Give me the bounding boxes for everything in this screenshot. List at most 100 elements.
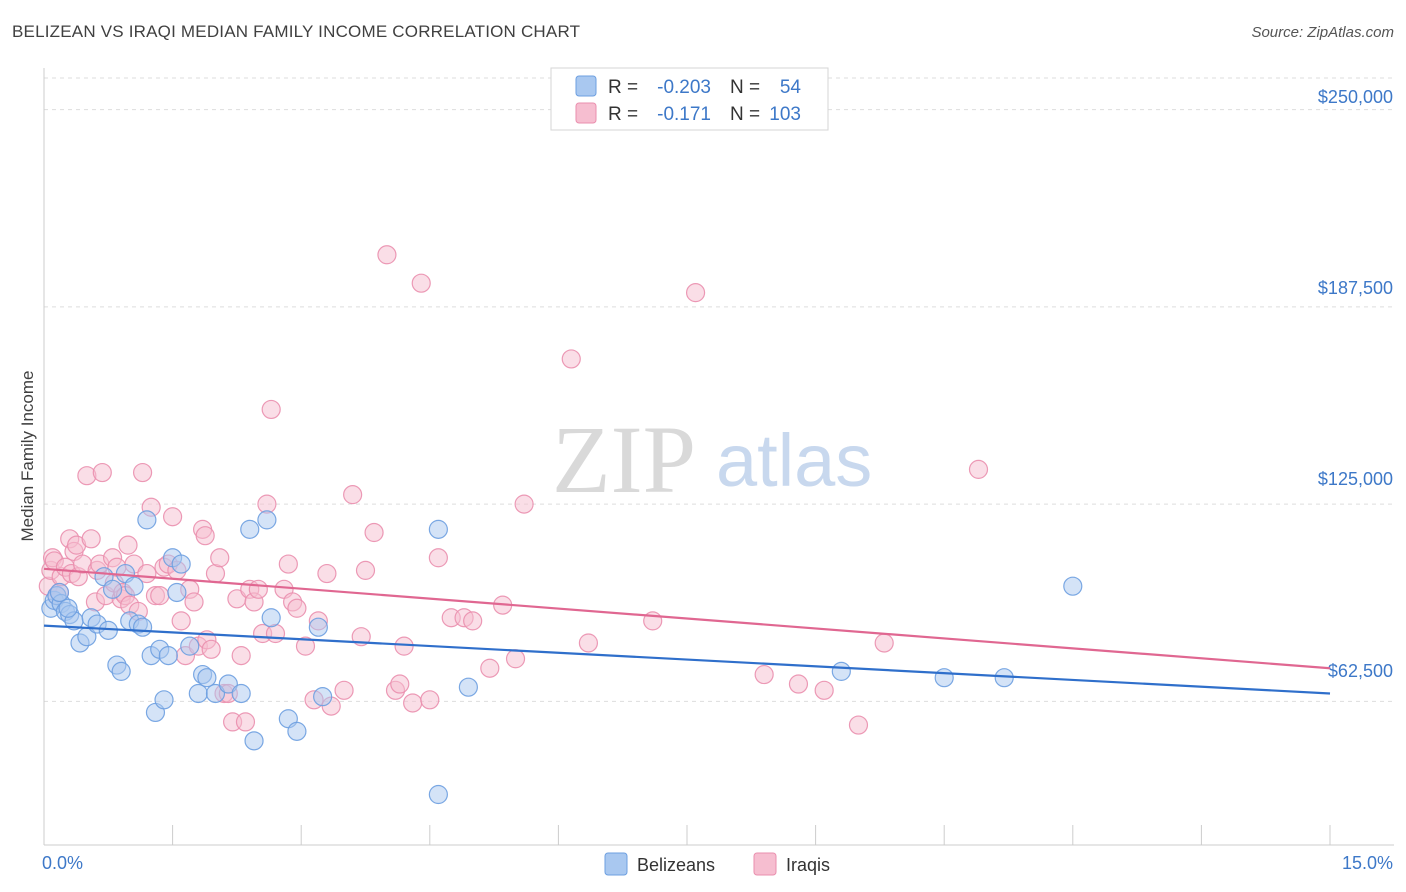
iraqis-trend-line bbox=[43, 567, 1331, 670]
iraqis-point bbox=[334, 680, 354, 700]
iraqis-point bbox=[428, 548, 448, 568]
iraqis-point bbox=[848, 715, 869, 735]
watermark-atlas: atlas bbox=[716, 419, 872, 502]
iraqis-point bbox=[205, 563, 226, 584]
iraqis-point bbox=[355, 560, 376, 580]
watermark: ZIP atlas bbox=[552, 406, 872, 513]
iraqis-point bbox=[788, 674, 809, 694]
belizeans-point bbox=[261, 608, 281, 628]
iraqis-point bbox=[390, 674, 410, 694]
belizeans-point bbox=[124, 576, 144, 596]
belizeans-point bbox=[49, 582, 70, 603]
bottom-legend-label-belizeans: Belizeans bbox=[637, 855, 715, 875]
iraqis-point bbox=[184, 592, 204, 612]
legend-box bbox=[550, 67, 829, 131]
iraqis-point bbox=[231, 646, 251, 666]
iraqis-point bbox=[403, 693, 423, 713]
y-axis-label: Median Family Income bbox=[18, 370, 37, 541]
iraqis-point bbox=[377, 245, 397, 265]
iraqis-point bbox=[261, 399, 281, 420]
belizeans-point bbox=[240, 519, 260, 539]
belizeans-point bbox=[180, 636, 200, 656]
belizeans-point bbox=[308, 617, 328, 637]
iraqis-point bbox=[81, 529, 101, 549]
belizeans-point bbox=[244, 731, 264, 751]
iraqis-point bbox=[463, 611, 483, 631]
iraqis-point bbox=[295, 636, 316, 656]
legend-swatch-iraqis bbox=[575, 102, 597, 124]
iraqis-point bbox=[394, 636, 414, 656]
belizeans-point bbox=[197, 668, 217, 688]
belizeans-point bbox=[287, 721, 307, 741]
iraqis-point bbox=[514, 494, 534, 514]
belizeans-point bbox=[218, 674, 238, 694]
iraqis-point bbox=[561, 349, 581, 369]
belizeans-point bbox=[188, 683, 208, 704]
bottom-legend-swatch-belizeans bbox=[604, 852, 628, 876]
legend-r-label-iraqis: R = bbox=[608, 104, 638, 125]
iraqis-point bbox=[195, 526, 215, 546]
legend-n-label-belizeans: N = bbox=[730, 77, 760, 98]
iraqis-point bbox=[201, 639, 221, 659]
belizeans-point bbox=[831, 661, 851, 681]
iraqis-point bbox=[317, 563, 337, 584]
x-tick-label-max: 15.0% bbox=[1342, 853, 1393, 873]
legend-r-value-iraqis: -0.171 bbox=[657, 104, 711, 125]
belizeans-trend-line bbox=[43, 624, 1331, 695]
belizeans-point bbox=[934, 668, 954, 688]
belizeans-point bbox=[154, 690, 174, 710]
iraqis-point bbox=[248, 579, 268, 599]
series-legend: Belizeans Iraqis bbox=[604, 852, 830, 876]
y-tick-label-187500: $187,500 bbox=[1318, 278, 1393, 298]
legend-n-value-belizeans: 54 bbox=[780, 77, 802, 98]
iraqis-point bbox=[754, 664, 774, 685]
belizeans-point bbox=[1063, 576, 1083, 596]
legend-r-label-belizeans: R = bbox=[608, 77, 638, 98]
iraqis-point bbox=[265, 623, 286, 644]
iraqis-point bbox=[287, 598, 307, 618]
iraqis-point bbox=[411, 273, 431, 293]
belizeans-point bbox=[158, 646, 178, 666]
legend-n-label-iraqis: N = bbox=[730, 104, 760, 125]
iraqis-point bbox=[578, 633, 599, 653]
chart-title: BELIZEAN VS IRAQI MEDIAN FAMILY INCOME C… bbox=[12, 22, 581, 41]
x-tick-label-min: 0.0% bbox=[42, 853, 83, 873]
belizeans-point bbox=[458, 677, 478, 697]
iraqis-point bbox=[150, 586, 170, 606]
y-tick-labels: $250,000 $187,500 $125,000 $62,500 bbox=[1318, 87, 1393, 681]
belizeans-point bbox=[167, 582, 187, 603]
iraqis-point bbox=[163, 507, 183, 527]
belizeans-point bbox=[428, 784, 448, 805]
belizeans-point bbox=[111, 661, 131, 681]
belizeans-point bbox=[137, 510, 157, 530]
iraqis-point bbox=[874, 633, 894, 653]
iraqis-point bbox=[505, 649, 526, 669]
belizeans-points bbox=[41, 510, 1083, 805]
y-tick-label-125000: $125,000 bbox=[1318, 469, 1393, 489]
iraqis-point bbox=[210, 548, 230, 568]
legend-swatch-belizeans bbox=[575, 75, 597, 97]
iraqis-point bbox=[235, 712, 256, 732]
belizeans-point bbox=[231, 683, 251, 704]
chart-source: Source: ZipAtlas.com bbox=[1251, 24, 1394, 41]
legend-n-value-iraqis: 103 bbox=[769, 104, 801, 125]
belizeans-point bbox=[102, 579, 123, 599]
bottom-legend-label-iraqis: Iraqis bbox=[786, 855, 830, 875]
iraqis-point bbox=[968, 459, 989, 479]
belizeans-point bbox=[257, 510, 277, 530]
x-axis-ticks bbox=[43, 825, 1331, 845]
belizeans-point bbox=[58, 598, 78, 618]
iraqis-point bbox=[118, 535, 138, 555]
belizeans-point bbox=[205, 683, 226, 704]
iraqis-point bbox=[480, 658, 500, 678]
iraqis-point bbox=[420, 690, 440, 710]
iraqis-point bbox=[132, 462, 153, 483]
bottom-legend-swatch-iraqis bbox=[753, 852, 777, 876]
y-tick-label-250000: $250,000 bbox=[1318, 87, 1393, 107]
y-tick-label-62500: $62,500 bbox=[1328, 661, 1393, 681]
iraqis-point bbox=[77, 466, 97, 486]
iraqis-point bbox=[814, 680, 834, 700]
legend-r-value-belizeans: -0.203 bbox=[657, 77, 711, 98]
correlation-legend: R = -0.203 N = 54 R = -0.171 N = 103 bbox=[550, 67, 829, 131]
